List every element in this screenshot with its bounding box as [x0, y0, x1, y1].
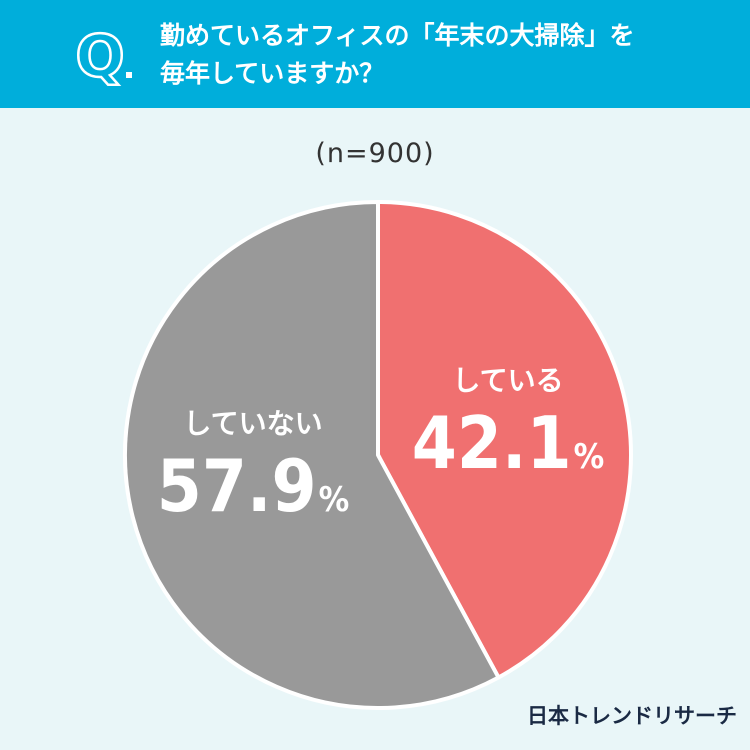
pie-slice-no [123, 200, 501, 710]
slice-value-no: 57.9% [157, 444, 349, 528]
slice-label-no: していない [183, 407, 322, 440]
slice-value-yes: 42.1% [412, 401, 604, 485]
sample-size: (n=900) [315, 138, 435, 169]
question-line-1: 勤めているオフィスの「年末の大掃除」を [160, 21, 635, 50]
q-icon: Q [74, 24, 132, 86]
question-line-2: 毎年していますか？ [160, 59, 385, 88]
question-text: 勤めているオフィスの「年末の大掃除」を 毎年していますか？ [160, 17, 720, 93]
q-letter: Q [75, 24, 124, 86]
pie-slice-yes [376, 200, 633, 680]
slice-label-yes: している [452, 364, 563, 397]
brand-logo: 日本トレンドリサーチ [527, 704, 737, 728]
question-header: Q 勤めているオフィスの「年末の大掃除」を 毎年していますか？ [0, 0, 750, 108]
